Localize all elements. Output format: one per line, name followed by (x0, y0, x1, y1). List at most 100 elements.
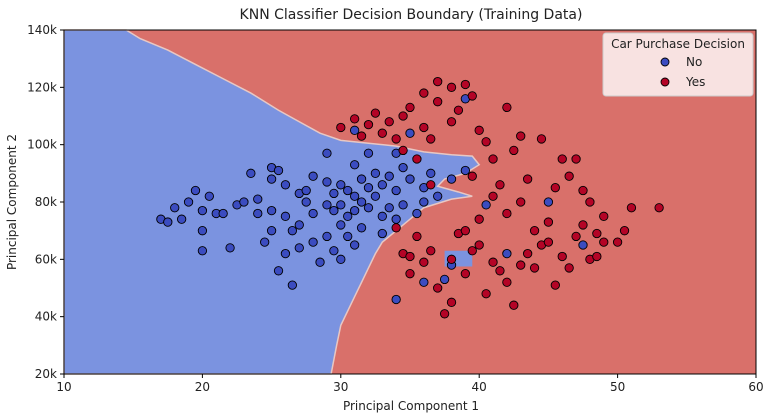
x-tick-label: 40 (472, 380, 487, 394)
data-point-no (377, 180, 387, 190)
data-point-no (294, 243, 304, 253)
data-point-no (239, 197, 249, 207)
data-point-no (287, 226, 298, 236)
data-point-yes (522, 174, 533, 184)
data-point-yes (474, 240, 484, 250)
y-tick-label: 20k (35, 367, 57, 381)
legend-box (602, 32, 754, 97)
data-point-no (266, 174, 277, 184)
data-point-no (197, 226, 208, 236)
data-point-no (356, 197, 367, 207)
legend: Car Purchase Decision No Yes (602, 32, 754, 97)
series-no (156, 94, 588, 305)
data-point-yes (446, 297, 457, 307)
legend-marker-yes (660, 77, 670, 87)
data-point-yes (467, 91, 477, 101)
data-point-yes (384, 117, 394, 127)
data-point-yes (474, 125, 484, 135)
data-point-no (384, 203, 394, 213)
data-point-no (190, 185, 201, 196)
data-point-no (225, 243, 235, 253)
data-point-yes (509, 300, 519, 310)
data-point-yes (391, 134, 401, 144)
data-point-yes (460, 79, 471, 90)
data-point-yes (426, 134, 436, 144)
data-point-yes (391, 223, 401, 233)
data-point-no (308, 208, 318, 219)
data-point-yes (446, 82, 457, 92)
data-point-no (391, 214, 401, 224)
data-point-no (481, 200, 491, 210)
data-point-no (370, 191, 381, 201)
data-point-yes (439, 309, 450, 319)
data-point-yes (578, 185, 588, 196)
legend-title: Car Purchase Decision (611, 37, 745, 51)
data-point-yes (592, 251, 602, 262)
data-point-yes (419, 257, 429, 267)
data-point-yes (426, 180, 436, 190)
data-point-no (301, 197, 311, 207)
data-point-yes (377, 128, 387, 138)
y-tick-label: 60k (35, 252, 57, 266)
y-tick-label: 120k (27, 80, 57, 94)
data-point-yes (398, 111, 408, 121)
data-point-no (419, 277, 429, 287)
data-point-no (343, 211, 353, 221)
data-point-yes (550, 280, 560, 290)
data-point-no (294, 220, 304, 230)
data-point-no (280, 248, 291, 259)
data-point-yes (356, 131, 367, 141)
y-axis-label: Principal Component 2 (5, 134, 19, 270)
y-tick-label: 100k (27, 138, 57, 152)
data-point-yes (426, 246, 436, 256)
data-point-yes (529, 226, 540, 236)
data-point-yes (370, 108, 381, 118)
x-axis-label: Principal Component 1 (343, 399, 479, 413)
data-point-no (377, 211, 387, 221)
data-point-yes (502, 277, 512, 287)
data-point-yes (543, 217, 554, 227)
data-point-no (405, 174, 415, 184)
data-point-no (405, 128, 415, 138)
data-point-no (502, 248, 512, 259)
x-tick-label: 30 (333, 380, 348, 394)
data-point-no (578, 240, 588, 250)
legend-marker-no (660, 57, 670, 67)
data-point-yes (557, 251, 567, 262)
data-point-no (266, 226, 277, 236)
data-point-no (446, 174, 457, 184)
data-point-yes (474, 214, 484, 224)
x-tick-label: 10 (56, 380, 71, 394)
data-point-yes (405, 251, 415, 262)
x-tick-label: 50 (610, 380, 625, 394)
data-point-yes (419, 88, 429, 98)
data-point-yes (599, 211, 609, 221)
data-point-no (301, 185, 311, 196)
data-point-yes (516, 131, 526, 141)
data-point-no (349, 191, 360, 201)
data-point-yes (412, 231, 422, 242)
data-point-no (176, 214, 187, 224)
data-point-yes (419, 122, 429, 133)
data-point-no (363, 183, 374, 193)
data-point-yes (481, 137, 491, 147)
data-point-no (170, 203, 180, 213)
data-point-no (322, 200, 332, 210)
data-point-yes (488, 191, 498, 201)
data-point-no (280, 211, 291, 221)
data-point-no (253, 194, 263, 204)
data-point-no (377, 228, 387, 239)
data-point-no (370, 168, 381, 178)
data-point-no (391, 294, 401, 305)
data-point-yes (495, 180, 505, 190)
data-point-yes (599, 237, 609, 247)
data-point-no (308, 237, 318, 247)
data-point-no (336, 180, 346, 190)
data-point-no (253, 208, 263, 219)
data-point-yes (578, 220, 588, 230)
data-point-no (384, 171, 394, 181)
data-point-yes (405, 269, 415, 279)
data-point-no (336, 220, 346, 230)
data-point-no (315, 257, 325, 267)
data-point-no (218, 208, 228, 219)
